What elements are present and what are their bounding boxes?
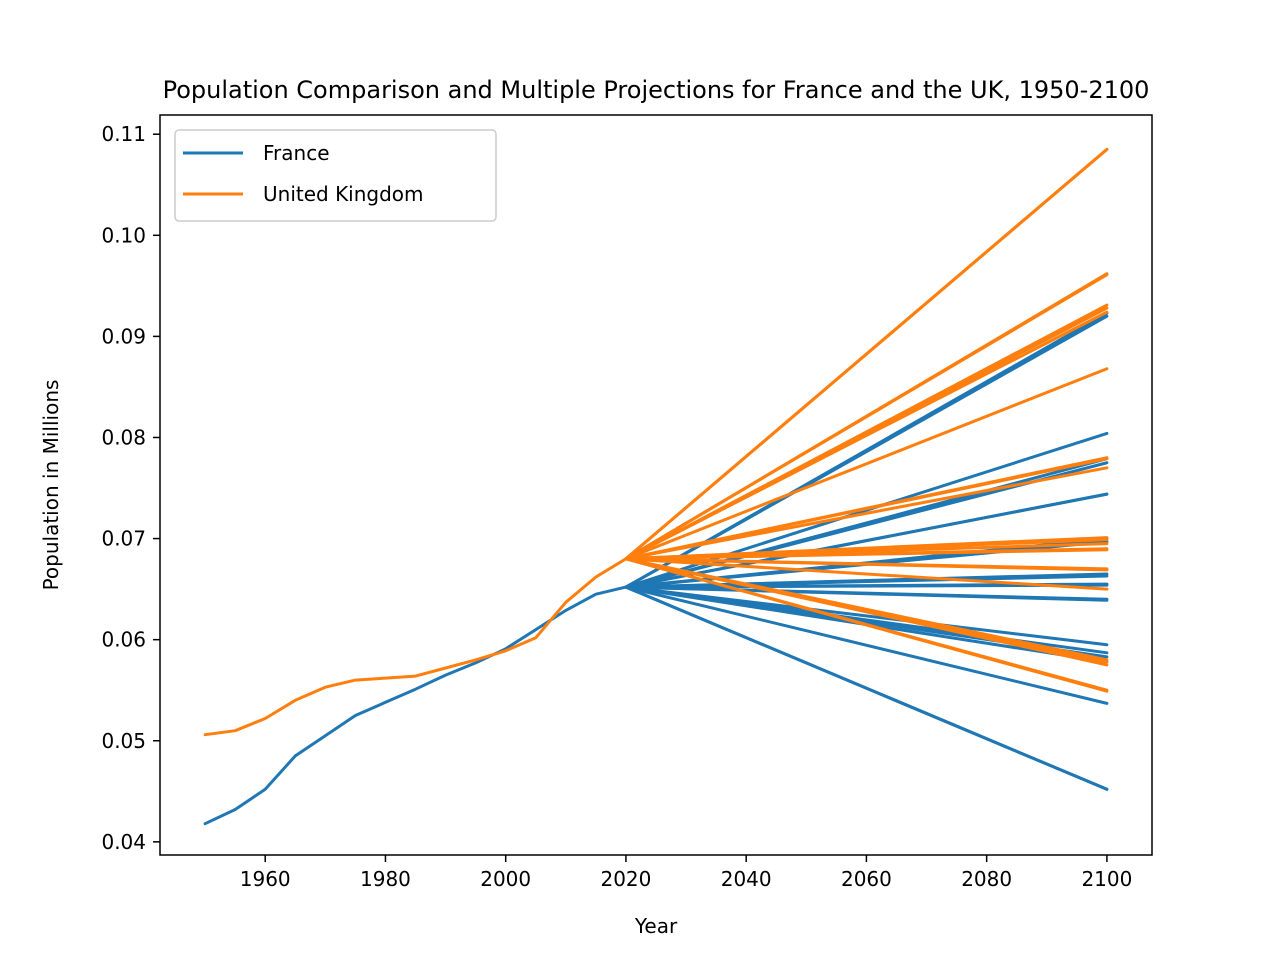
- projection-line-united-kingdom-25: [624, 557, 1109, 693]
- projection-line-united-kingdom-20: [624, 557, 1109, 591]
- projection-line-france-15: [624, 585, 1109, 602]
- y-tick-label: 0.09: [101, 324, 146, 348]
- projection-line-united-kingdom-7: [624, 310, 1109, 561]
- y-tick-label: 0.04: [101, 830, 146, 854]
- y-tick-label: 0.05: [101, 729, 146, 753]
- projection-line-united-kingdom-11: [624, 466, 1109, 561]
- y-axis-label: Population in Millions: [39, 380, 63, 591]
- projection-line-france-22: [624, 585, 1109, 791]
- x-tick-label: 2000: [480, 867, 531, 891]
- x-tick-label: 1960: [240, 867, 291, 891]
- projection-line-united-kingdom-8: [624, 367, 1109, 561]
- x-tick-label: 1980: [360, 867, 411, 891]
- projection-line-united-kingdom-4: [624, 273, 1109, 561]
- projection-line-united-kingdom-23: [624, 557, 1109, 667]
- y-tick-label: 0.10: [101, 223, 146, 247]
- y-tick-label: 0.11: [101, 122, 146, 146]
- projection-line-france-7: [624, 492, 1109, 589]
- legend-frame: [174, 129, 497, 222]
- x-tick-label: 2020: [600, 867, 651, 891]
- projection-line-united-kingdom-2: [624, 147, 1109, 561]
- data-layer: [203, 147, 1109, 826]
- projection-line-united-kingdom-19: [624, 557, 1109, 572]
- y-axis: 0.04 0.05 0.06 0.07 0.08 0.09 0.10 0.11: [101, 122, 160, 854]
- x-axis: 1960 1980 2000 2020 2040 2060 2080 2100: [240, 855, 1132, 891]
- projection-line-france-20: [624, 585, 1109, 705]
- legend-label-france: France: [263, 141, 330, 165]
- legend-label-united-kingdom: United Kingdom: [263, 182, 424, 206]
- x-tick-label: 2040: [721, 867, 772, 891]
- projection-line-united-kingdom-17: [624, 548, 1109, 561]
- y-tick-label: 0.07: [101, 527, 146, 551]
- y-tick-label: 0.06: [101, 628, 146, 652]
- chart-title: Population Comparison and Multiple Proje…: [163, 76, 1150, 104]
- x-tick-label: 2100: [1081, 867, 1132, 891]
- x-tick-label: 2060: [841, 867, 892, 891]
- legend: France United Kingdom: [174, 129, 497, 222]
- historical-line-united-kingdom: [203, 557, 628, 737]
- x-tick-label: 2080: [961, 867, 1012, 891]
- historical-line-france: [203, 585, 628, 826]
- plot-frame: [159, 114, 1153, 856]
- x-axis-label: Year: [634, 914, 678, 938]
- y-tick-label: 0.08: [101, 425, 146, 449]
